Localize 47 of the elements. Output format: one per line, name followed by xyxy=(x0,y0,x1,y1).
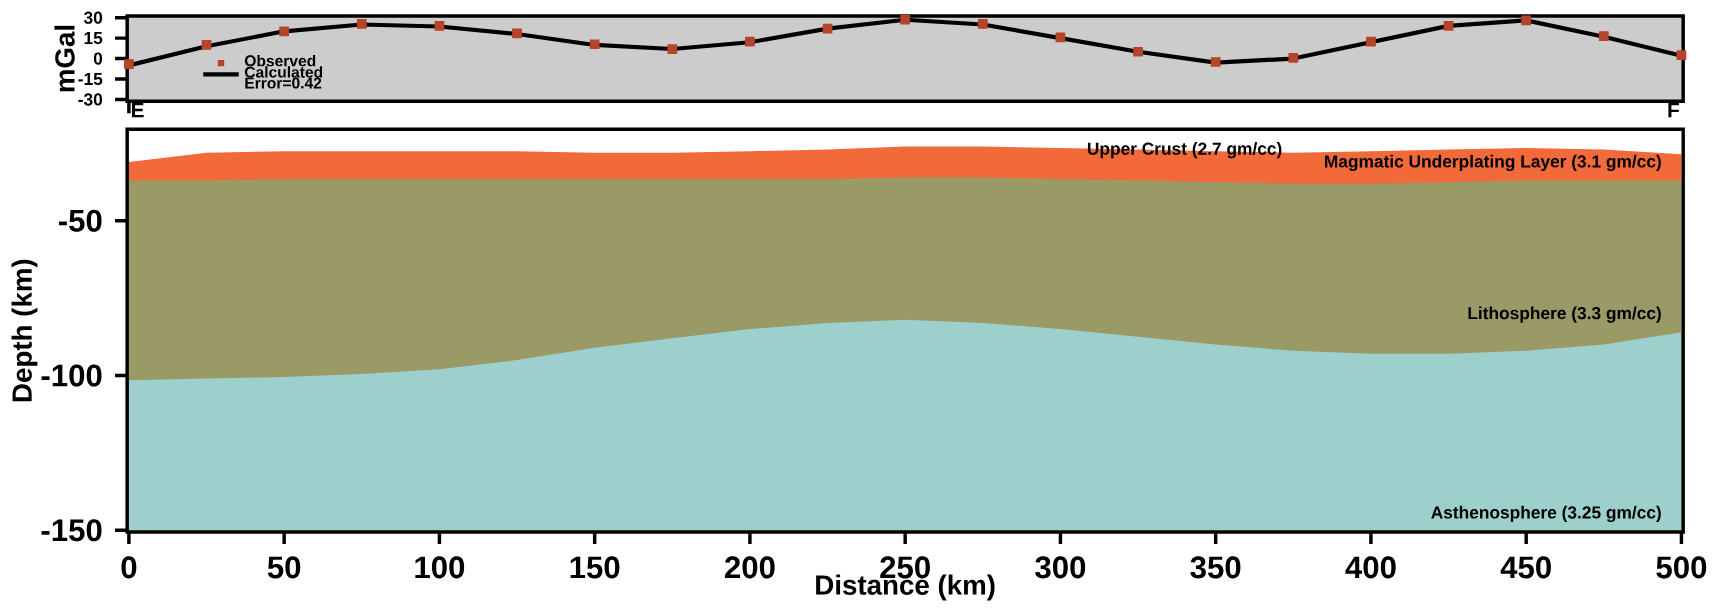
point xyxy=(201,40,212,50)
point xyxy=(1443,20,1454,31)
point xyxy=(1676,50,1687,60)
text: F xyxy=(1668,102,1679,118)
y-axis-title: Depth (km) xyxy=(11,259,38,402)
point xyxy=(434,20,445,31)
point xyxy=(1288,53,1299,63)
y-tick-label: -150 xyxy=(41,519,102,542)
x-tick-label: 150 xyxy=(570,556,620,579)
point xyxy=(900,14,911,25)
legend-label: Observed xyxy=(244,54,316,67)
point xyxy=(356,18,367,29)
annotation: Asthenosphere (3.25 gm/cc) xyxy=(1431,505,1661,523)
point xyxy=(977,18,988,29)
y-tick-label: -15 xyxy=(78,72,103,86)
text: E xyxy=(132,102,144,118)
point xyxy=(279,26,290,37)
x-tick-label: 300 xyxy=(1035,556,1086,579)
point xyxy=(1521,15,1532,26)
point xyxy=(667,44,678,54)
x-tick-label: 0 xyxy=(121,556,137,579)
x-tick-label: 500 xyxy=(1656,556,1707,579)
point xyxy=(1133,46,1143,57)
x-tick-label: 450 xyxy=(1500,556,1551,579)
x-tick-label: 400 xyxy=(1345,556,1396,579)
y-tick-label: -100 xyxy=(41,364,102,387)
x-tick-label: 50 xyxy=(267,556,301,579)
x-tick-label: 100 xyxy=(415,556,465,579)
x-tick-label: 350 xyxy=(1190,556,1241,579)
point xyxy=(512,28,522,39)
y-axis-title: mGal xyxy=(54,25,75,92)
point xyxy=(1366,36,1376,47)
point xyxy=(589,39,600,50)
y-tick-label: -50 xyxy=(58,209,102,232)
legend-label: Calculated xyxy=(244,66,323,78)
y-tick-label: -30 xyxy=(78,93,103,106)
x-tick-label: 200 xyxy=(724,556,775,579)
annotation: Error=0.42 xyxy=(245,77,322,89)
point xyxy=(124,59,134,69)
point xyxy=(1210,57,1221,67)
y-tick-label: 15 xyxy=(84,32,103,45)
y-tick-label: 0 xyxy=(93,52,103,65)
annotation: Lithosphere (3.3 gm/cc) xyxy=(1468,306,1661,323)
annotation: Magmatic Underplating Layer (3.1 gm/cc) xyxy=(1325,154,1661,172)
point xyxy=(745,36,755,47)
point xyxy=(1598,31,1609,41)
y-tick-label: 30 xyxy=(83,11,103,24)
